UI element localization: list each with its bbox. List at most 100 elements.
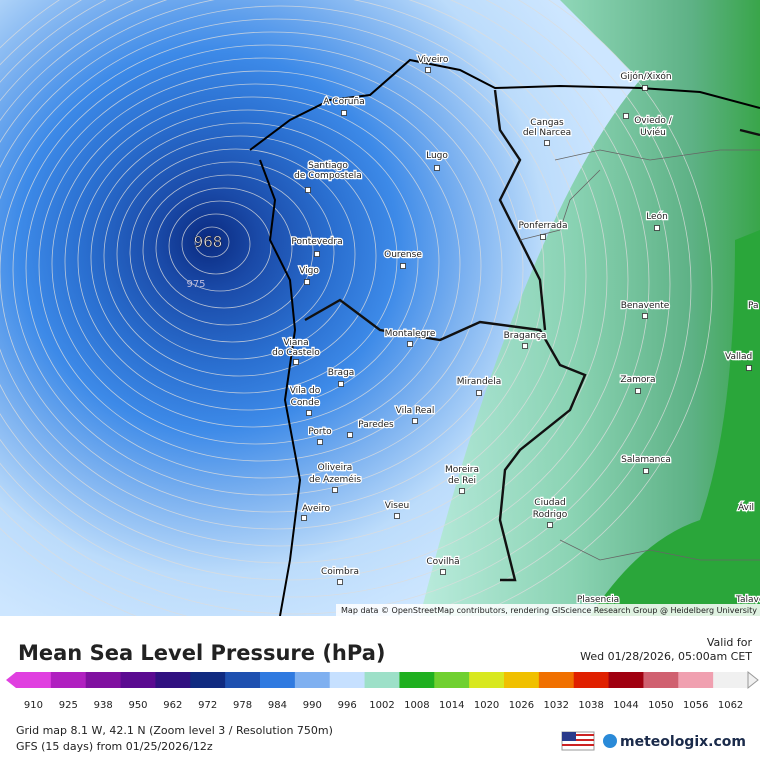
- colorbar-label: 978: [233, 700, 252, 711]
- city-label: Covilhã: [426, 557, 459, 567]
- isobar: [0, 0, 692, 616]
- city-marker: [642, 85, 648, 91]
- city-label: Uviéu: [640, 127, 666, 138]
- colorbar-arrow: [747, 670, 759, 690]
- isobar: [12, 44, 524, 496]
- city-marker: [301, 515, 307, 521]
- isobar: [64, 96, 440, 428]
- colorbar-label: 910: [24, 700, 43, 711]
- city-label: del Narcea: [523, 128, 571, 138]
- isobar: [0, 0, 608, 564]
- city-marker: [306, 410, 312, 416]
- isobar: [0, 0, 650, 598]
- city-marker: [459, 488, 465, 494]
- city-label: Oliveira: [318, 463, 353, 473]
- isobar: [25, 57, 503, 479]
- city-label: León: [646, 211, 668, 222]
- isobar: [38, 70, 482, 462]
- colorbar-label: 925: [59, 700, 78, 711]
- city-label: Benavente: [621, 301, 670, 311]
- regional-borders: [519, 149, 760, 561]
- city-marker: [540, 234, 546, 240]
- city-label: Ciudad: [534, 498, 565, 508]
- city-marker: [305, 187, 311, 193]
- colorbar-label: 990: [303, 700, 322, 711]
- city-label: Oviedo /: [634, 116, 673, 126]
- flag: [561, 731, 595, 751]
- city-label: Talavera: [735, 595, 760, 605]
- isobar: [77, 109, 419, 411]
- city-label: Rodrigo: [533, 510, 568, 520]
- colorbar-swatch: [643, 672, 679, 688]
- colorbar-swatch: [364, 672, 400, 688]
- colorbar-label: 1062: [718, 700, 743, 711]
- city-label: Conde: [291, 398, 320, 408]
- colorbar-swatch: [50, 672, 87, 688]
- colorbar-swatch: [399, 672, 435, 688]
- colorbar-swatch: [573, 672, 610, 688]
- city-marker: [341, 110, 347, 116]
- isobar: [51, 83, 461, 445]
- isobar: [155, 187, 293, 309]
- city-marker: [635, 388, 641, 394]
- city-marker: [304, 279, 310, 285]
- attribution-bg: [336, 604, 760, 616]
- city-label: Aveiro: [302, 504, 330, 514]
- city-label: Porto: [308, 427, 332, 437]
- colorbar-swatch: [329, 672, 366, 688]
- isobar: [90, 122, 398, 394]
- colorbar-label: 938: [94, 700, 113, 711]
- colorbar-swatch: [85, 672, 122, 688]
- city-label: Ávil: [738, 501, 754, 513]
- city-label: Paredes: [358, 420, 394, 430]
- colorbar-swatch: [190, 672, 226, 688]
- city-marker: [400, 263, 406, 269]
- city-label: Vallad: [725, 352, 752, 362]
- city-label: Lugo: [426, 151, 448, 161]
- city-label: A Coruña: [323, 97, 364, 107]
- brand[interactable]: meteologix.com: [620, 734, 746, 750]
- city-marker: [347, 432, 353, 438]
- model-info: GFS (15 days) from 01/25/2026/12z: [16, 740, 213, 753]
- colorbar-swatch: [608, 672, 644, 688]
- colorbar-arrow: [6, 672, 16, 688]
- valid-time: Wed 01/28/2026, 05:00am CET: [580, 650, 752, 663]
- isobar: [168, 200, 272, 292]
- colorbar-swatch: [678, 672, 714, 688]
- colorbar-label: 1032: [544, 700, 569, 711]
- cities: Viveiro A Coruña Gijón/Xixón Oviedo /Uviéu C…: [271, 54, 760, 607]
- city-marker: [476, 390, 482, 396]
- isobar: [142, 174, 314, 326]
- valid-label: Valid for: [707, 636, 753, 649]
- colorbar-swatch: [120, 672, 156, 688]
- isobar-label: 975: [186, 279, 205, 290]
- city-label: Cangas: [530, 118, 564, 128]
- city-marker: [425, 67, 431, 73]
- city-marker: [293, 359, 299, 365]
- city-label: Pontevedra: [291, 237, 342, 247]
- city-label: Ponferrada: [518, 221, 567, 231]
- city-marker: [337, 579, 343, 585]
- isobar: [0, 18, 566, 530]
- colorbar-swatch: [434, 672, 470, 688]
- colorbar-swatch: [294, 672, 331, 688]
- city-marker: [623, 113, 629, 119]
- city-marker: [654, 225, 660, 231]
- isobar: [103, 135, 377, 377]
- city-marker: [314, 251, 320, 257]
- isobar-label: 968: [194, 233, 223, 251]
- grid-info: Grid map 8.1 W, 42.1 N (Zoom level 3 / R…: [16, 724, 333, 737]
- colorbar-label: 1038: [578, 700, 603, 711]
- colorbar-label: 950: [128, 700, 147, 711]
- colorbar-swatch: [469, 672, 505, 688]
- attribution: Map data © OpenStreetMap contributors, r…: [341, 606, 757, 615]
- city-marker: [643, 468, 649, 474]
- colorbar-label: 972: [198, 700, 217, 711]
- city-marker: [412, 418, 418, 424]
- city-marker: [440, 569, 446, 575]
- city-label: de Compostela: [294, 171, 362, 181]
- colorbar-swatch: [538, 672, 575, 688]
- isobar: [0, 0, 629, 581]
- isobar: [181, 213, 251, 275]
